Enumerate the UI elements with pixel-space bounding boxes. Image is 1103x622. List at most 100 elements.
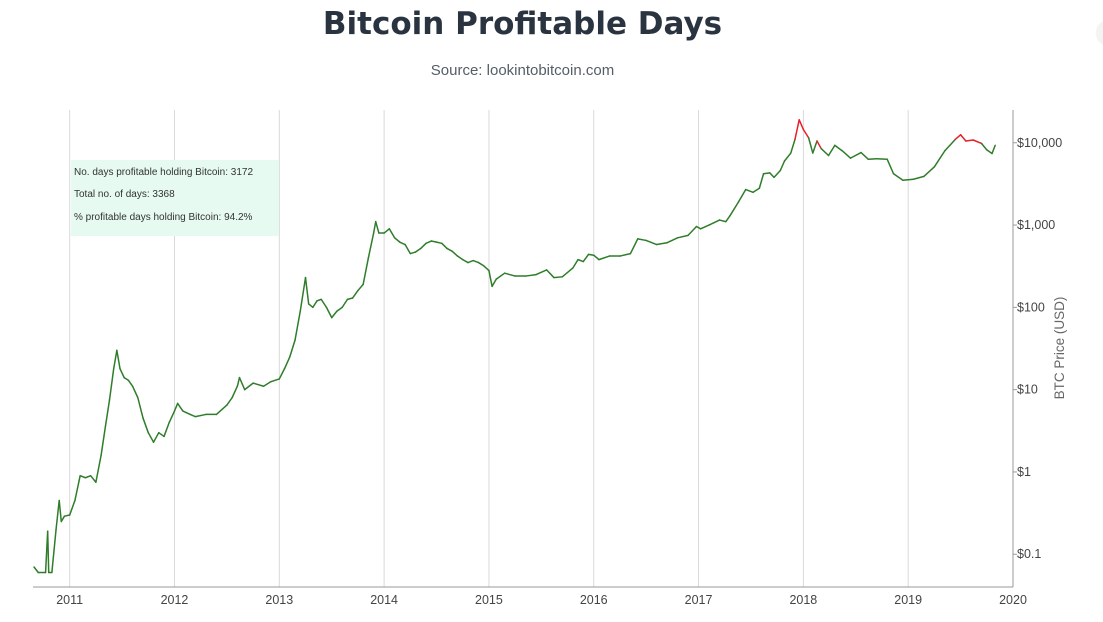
price-segment bbox=[441, 242, 448, 250]
price-segment bbox=[425, 240, 433, 245]
price-segment bbox=[362, 257, 370, 286]
price-segment bbox=[238, 376, 246, 391]
price-segment bbox=[189, 413, 197, 418]
price-segment bbox=[404, 243, 412, 255]
price-segment bbox=[74, 474, 81, 502]
price-segment bbox=[886, 158, 895, 175]
price-segment bbox=[699, 224, 710, 230]
price-segment bbox=[383, 228, 391, 234]
chart-title: Bitcoin Profitable Days bbox=[322, 6, 723, 42]
price-segment bbox=[100, 426, 107, 456]
price-segment bbox=[451, 250, 459, 257]
y-tick-label: $100 bbox=[1017, 300, 1045, 314]
price-segment bbox=[655, 241, 668, 246]
price-segment bbox=[435, 241, 443, 245]
price-segment bbox=[779, 160, 786, 172]
price-segment bbox=[388, 228, 396, 239]
price-segment bbox=[769, 172, 775, 179]
price-segment bbox=[307, 303, 314, 309]
x-tick-label: 2016 bbox=[580, 593, 608, 607]
price-segment bbox=[944, 138, 957, 152]
price-segment bbox=[912, 175, 925, 181]
price-segment bbox=[725, 214, 731, 223]
price-segment bbox=[289, 339, 296, 358]
price-segment bbox=[294, 310, 302, 341]
price-segment bbox=[461, 258, 469, 264]
price-segment bbox=[60, 515, 66, 523]
x-tick-label: 2017 bbox=[685, 593, 713, 607]
price-segment bbox=[482, 265, 490, 272]
price-segment bbox=[758, 173, 765, 189]
vertical-grid bbox=[69, 110, 1014, 587]
price-segment bbox=[933, 149, 946, 168]
price-segment bbox=[744, 188, 754, 194]
price-segment bbox=[330, 310, 338, 319]
price-segment bbox=[68, 499, 76, 516]
price-segment bbox=[737, 188, 747, 203]
price-segment bbox=[336, 306, 343, 312]
x-tick-label: 2011 bbox=[56, 593, 83, 607]
price-segment bbox=[783, 152, 792, 162]
price-segment bbox=[341, 298, 349, 309]
price-segment bbox=[491, 278, 498, 288]
price-segment bbox=[798, 119, 805, 131]
price-segment bbox=[718, 219, 727, 223]
x-tick-label: 2012 bbox=[161, 593, 189, 607]
price-segment bbox=[79, 474, 87, 479]
price-segment bbox=[158, 431, 165, 438]
price-segment bbox=[446, 247, 454, 253]
price-segment bbox=[104, 399, 111, 428]
price-segment bbox=[867, 157, 878, 161]
price-segment bbox=[194, 413, 207, 418]
price-segment bbox=[807, 137, 814, 154]
stat-percent-profitable: % profitable days holding Bitcoin: 94.2% bbox=[74, 212, 253, 223]
price-series bbox=[33, 119, 996, 574]
price-segment bbox=[270, 378, 281, 383]
price-segment bbox=[320, 298, 328, 309]
price-segment bbox=[695, 225, 702, 230]
price-segment bbox=[95, 454, 102, 483]
price-segment bbox=[399, 241, 406, 246]
price-segment bbox=[142, 417, 150, 434]
price-segment bbox=[112, 349, 118, 370]
price-segment bbox=[875, 157, 888, 161]
price-segment bbox=[637, 238, 647, 242]
price-segment bbox=[152, 431, 160, 443]
x-tick-label: 2020 bbox=[999, 593, 1027, 607]
y-tick-label: $10,000 bbox=[1017, 136, 1062, 150]
price-segment bbox=[986, 149, 993, 155]
price-segment bbox=[374, 220, 380, 234]
price-segment bbox=[357, 283, 364, 292]
price-segment bbox=[420, 242, 427, 250]
price-segment bbox=[954, 134, 962, 141]
price-segment bbox=[812, 140, 818, 154]
price-segment bbox=[55, 499, 60, 531]
price-segment bbox=[923, 166, 936, 178]
price-segment bbox=[577, 258, 585, 263]
price-segment bbox=[304, 276, 310, 305]
price-segment bbox=[729, 201, 740, 217]
price-segment bbox=[278, 367, 286, 380]
price-segment bbox=[645, 239, 658, 246]
price-segment bbox=[414, 247, 422, 253]
price-segment bbox=[477, 261, 485, 267]
stat-days-profitable: No. days profitable holding Bitcoin: 317… bbox=[74, 167, 254, 178]
chart-subtitle: Source: lookintobitcoin.com bbox=[430, 62, 615, 79]
price-segment bbox=[262, 380, 272, 387]
price-segment bbox=[827, 144, 836, 157]
price-segment bbox=[820, 147, 830, 157]
price-segment bbox=[841, 149, 852, 159]
price-segment bbox=[849, 151, 862, 159]
price-segment bbox=[46, 530, 50, 574]
price-segment bbox=[972, 139, 983, 145]
price-segment bbox=[325, 306, 333, 319]
price-segment bbox=[63, 514, 71, 517]
price-segment bbox=[535, 269, 548, 276]
price-segment bbox=[553, 276, 564, 279]
price-segment bbox=[173, 402, 179, 412]
price-segment bbox=[582, 253, 590, 263]
price-segment bbox=[773, 169, 782, 179]
price-segment bbox=[488, 269, 493, 288]
price-segment bbox=[131, 385, 139, 399]
